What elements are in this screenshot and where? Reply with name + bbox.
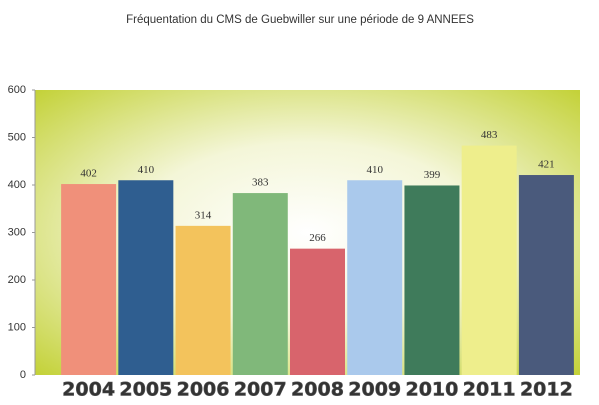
data-label: 483 (481, 129, 498, 141)
x-tick-label: 2012 (520, 379, 573, 401)
data-label: 399 (424, 169, 441, 181)
bar (232, 193, 288, 375)
bar (404, 185, 460, 375)
x-tick-label: 2006 (177, 379, 230, 401)
x-tick-label: 2007 (234, 379, 287, 401)
data-label: 421 (538, 159, 555, 171)
data-label: 410 (138, 164, 155, 176)
y-tick-label: 100 (8, 321, 26, 333)
bar (175, 225, 231, 375)
bar (518, 175, 574, 375)
bar (61, 184, 117, 375)
x-tick-label: 2011 (463, 379, 516, 401)
x-tick-label: 2005 (119, 379, 172, 401)
bar (461, 145, 517, 375)
x-tick-label: 2010 (405, 379, 458, 401)
y-tick-label: 500 (8, 131, 26, 143)
data-label: 314 (195, 209, 212, 221)
bar (347, 180, 403, 375)
bar (118, 180, 174, 375)
x-tick-label: 2008 (291, 379, 344, 401)
y-tick-label: 400 (8, 179, 26, 191)
data-label: 410 (366, 164, 383, 176)
bar (290, 248, 345, 375)
y-tick-label: 600 (8, 84, 26, 96)
data-label: 402 (80, 168, 97, 180)
y-tick-label: 0 (20, 369, 26, 381)
x-tick-label: 2009 (348, 379, 401, 401)
data-label: 383 (252, 177, 269, 189)
chart-title: Fréquentation du CMS de Guebwiller sur u… (126, 14, 474, 26)
data-label: 266 (309, 232, 326, 244)
x-tick-label: 2004 (62, 379, 115, 401)
y-tick-label: 300 (8, 226, 26, 238)
y-tick-label: 200 (8, 274, 26, 286)
